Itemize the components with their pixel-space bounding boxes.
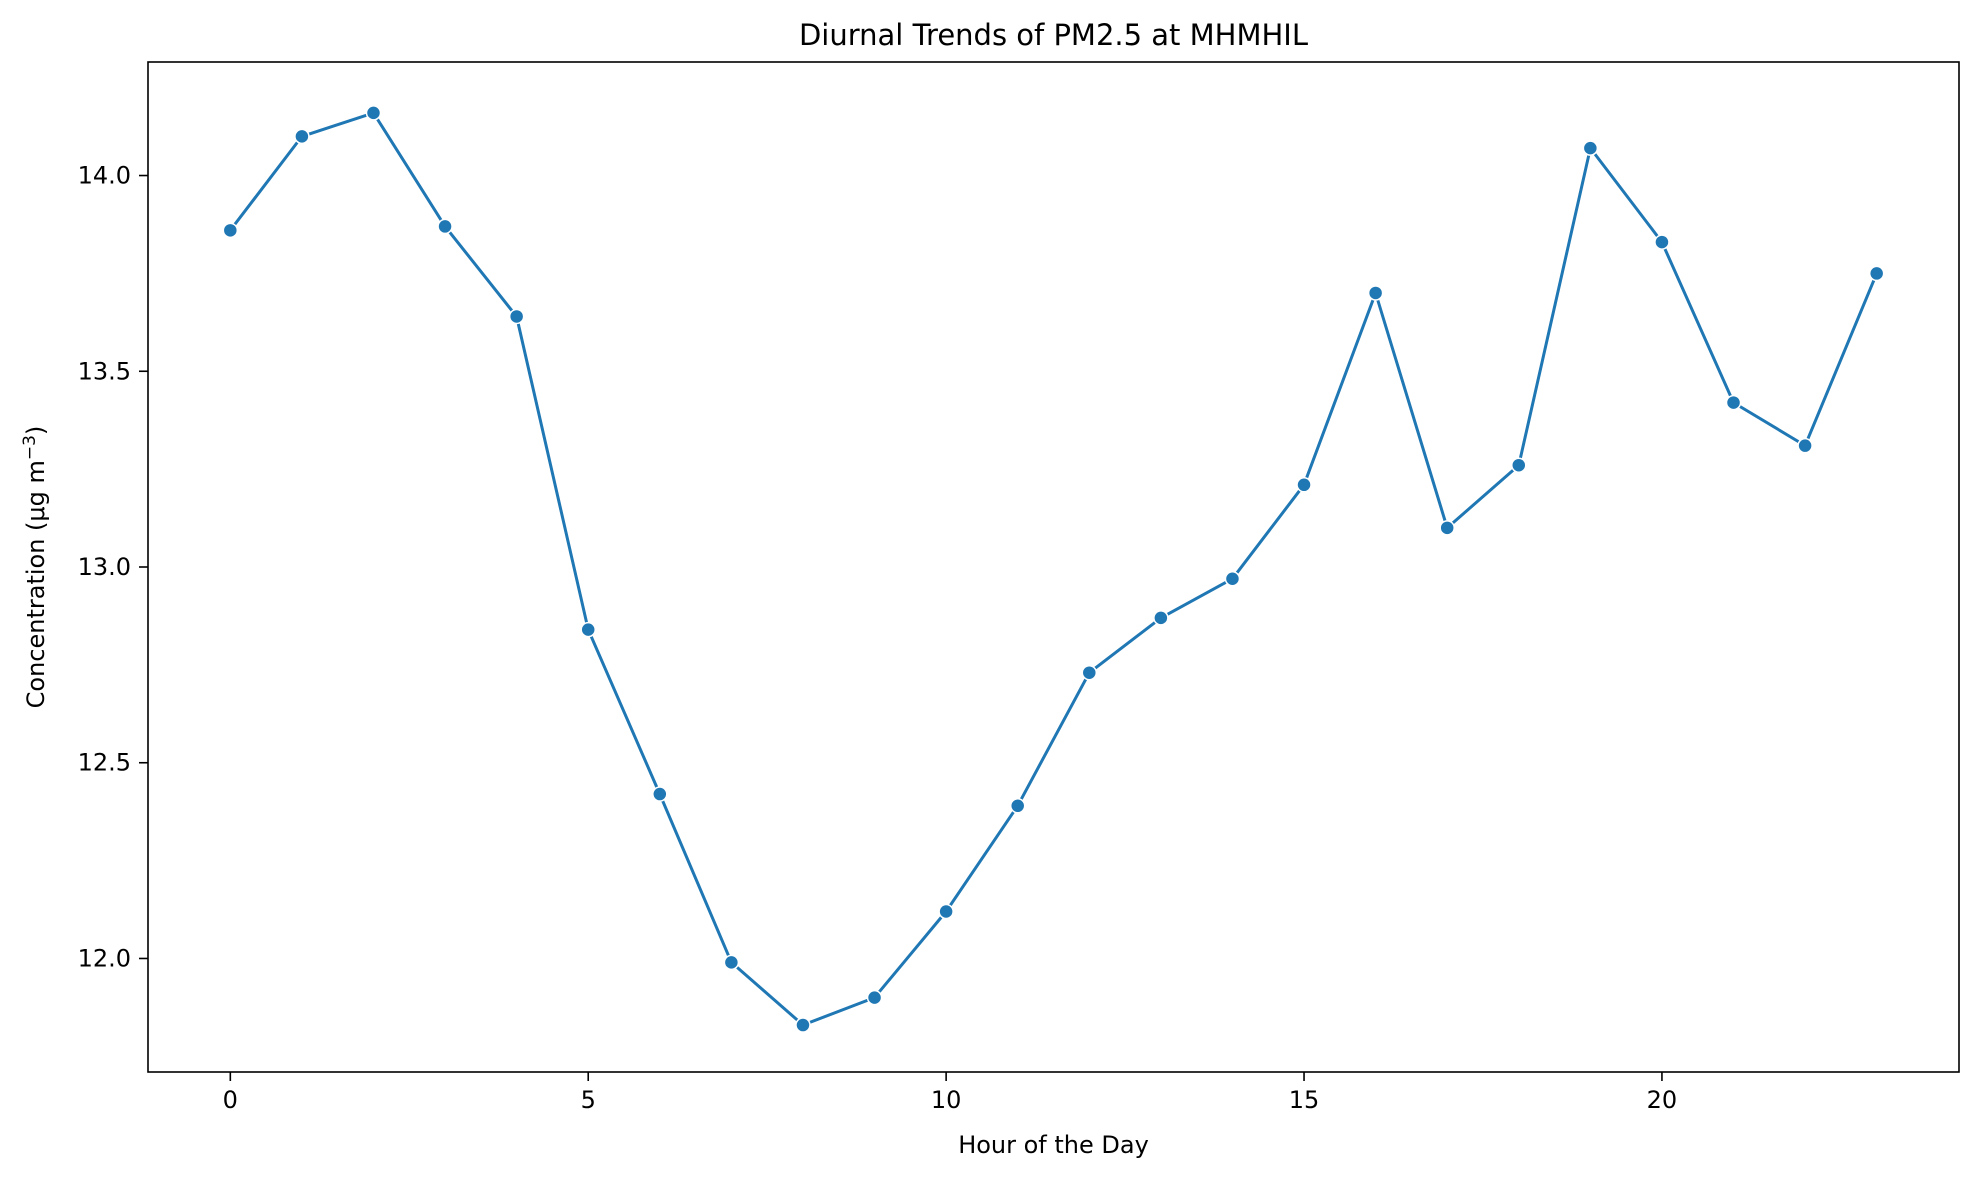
y-axis-title-main: Concentration (μg m [22, 460, 50, 708]
data-point [795, 1017, 811, 1033]
data-series [222, 105, 1885, 1033]
x-axis-title: Hour of the Day [958, 1131, 1149, 1159]
data-point [1511, 457, 1527, 473]
y-tick-label: 13.0 [78, 553, 131, 581]
y-tick-label: 14.0 [78, 162, 131, 190]
data-point [1868, 265, 1885, 282]
x-tick-label: 5 [581, 1086, 596, 1114]
data-point [1725, 394, 1742, 411]
y-tick-label: 12.0 [78, 944, 131, 972]
data-point [437, 218, 453, 235]
chart-title: Diurnal Trends of PM2.5 at MHMHIL [799, 18, 1308, 52]
data-point [508, 308, 525, 325]
series-line [228, 111, 1879, 1027]
data-point [723, 954, 740, 971]
data-point [1582, 140, 1599, 156]
data-point [652, 786, 668, 802]
y-tick-label: 13.5 [78, 357, 131, 385]
plot-area [148, 62, 1959, 1072]
data-point [1296, 477, 1312, 493]
data-point [1367, 285, 1384, 301]
plot-frame [147, 61, 1960, 1073]
data-point [866, 989, 883, 1006]
y-axis-title-superscript: −3 [20, 435, 40, 460]
data-point [1797, 437, 1813, 454]
data-point [1153, 610, 1169, 626]
data-point [1439, 520, 1455, 536]
data-point [365, 105, 382, 121]
x-tick-label: 20 [1647, 1086, 1678, 1114]
x-tick-label: 15 [1289, 1086, 1320, 1114]
data-point [294, 128, 310, 145]
data-point [938, 903, 954, 920]
y-tick-label: 12.5 [78, 749, 131, 777]
y-axis-title-close: ) [22, 426, 50, 435]
x-tick-label: 10 [931, 1086, 962, 1114]
data-point [1009, 798, 1026, 814]
data-point [1081, 664, 1098, 681]
data-point [580, 621, 596, 638]
data-point [1654, 234, 1670, 250]
axis-ticks: 0 5 10 15 20 12.0 12.5 13.0 13.5 14.0 [78, 162, 1678, 1114]
data-point [222, 222, 239, 239]
y-axis-title: Concentration (μg m−3) [20, 426, 50, 709]
data-point [1224, 570, 1241, 587]
x-tick-label: 0 [223, 1086, 238, 1114]
